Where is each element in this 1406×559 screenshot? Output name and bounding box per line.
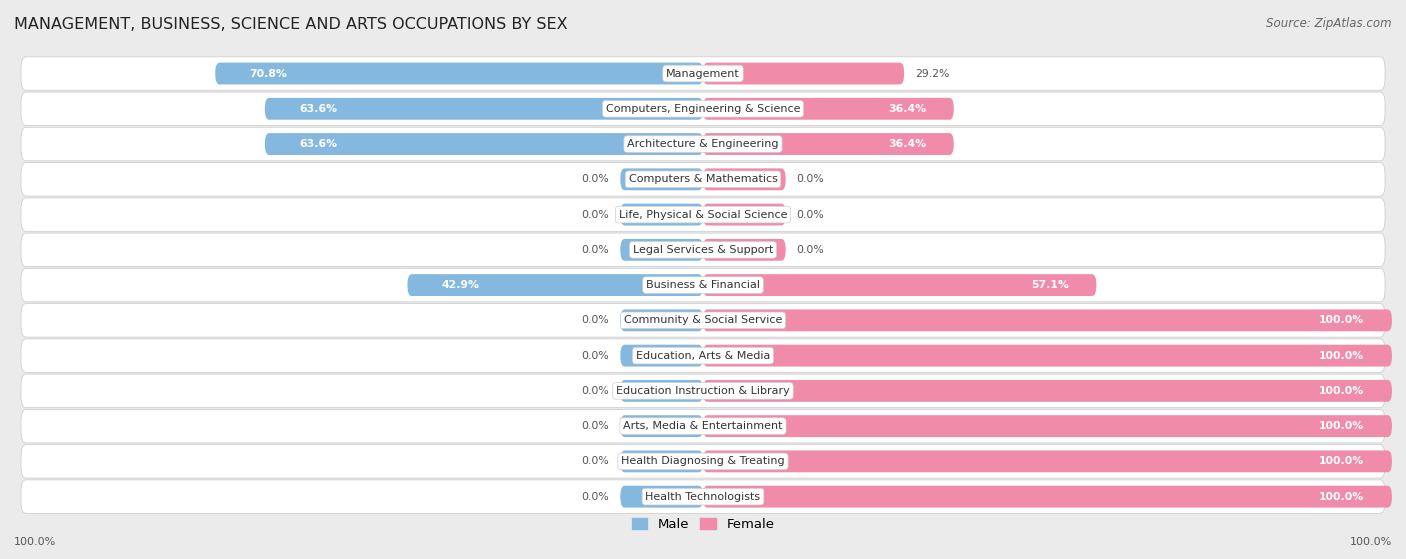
FancyBboxPatch shape (21, 57, 1385, 90)
Text: 0.0%: 0.0% (582, 492, 609, 501)
Text: 0.0%: 0.0% (582, 350, 609, 361)
FancyBboxPatch shape (620, 168, 703, 190)
Text: Health Technologists: Health Technologists (645, 492, 761, 501)
Text: Legal Services & Support: Legal Services & Support (633, 245, 773, 255)
Text: Health Diagnosing & Treating: Health Diagnosing & Treating (621, 456, 785, 466)
FancyBboxPatch shape (21, 127, 1385, 161)
FancyBboxPatch shape (21, 268, 1385, 302)
FancyBboxPatch shape (703, 345, 1392, 367)
Text: 0.0%: 0.0% (582, 315, 609, 325)
Text: Community & Social Service: Community & Social Service (624, 315, 782, 325)
Text: Life, Physical & Social Science: Life, Physical & Social Science (619, 210, 787, 220)
FancyBboxPatch shape (703, 274, 1097, 296)
FancyBboxPatch shape (703, 451, 1392, 472)
Text: Architecture & Engineering: Architecture & Engineering (627, 139, 779, 149)
FancyBboxPatch shape (620, 310, 703, 331)
FancyBboxPatch shape (703, 168, 786, 190)
FancyBboxPatch shape (21, 444, 1385, 478)
Text: Arts, Media & Entertainment: Arts, Media & Entertainment (623, 421, 783, 431)
FancyBboxPatch shape (703, 133, 953, 155)
FancyBboxPatch shape (620, 203, 703, 225)
FancyBboxPatch shape (21, 304, 1385, 337)
FancyBboxPatch shape (620, 345, 703, 367)
Text: Education Instruction & Library: Education Instruction & Library (616, 386, 790, 396)
Text: 63.6%: 63.6% (299, 104, 337, 114)
FancyBboxPatch shape (21, 374, 1385, 408)
FancyBboxPatch shape (703, 380, 1392, 402)
Text: 0.0%: 0.0% (797, 210, 824, 220)
Text: 0.0%: 0.0% (797, 245, 824, 255)
Text: 100.0%: 100.0% (14, 537, 56, 547)
Legend: Male, Female: Male, Female (627, 514, 779, 535)
FancyBboxPatch shape (703, 63, 904, 84)
FancyBboxPatch shape (21, 233, 1385, 267)
Text: 100.0%: 100.0% (1319, 492, 1364, 501)
Text: 100.0%: 100.0% (1350, 537, 1392, 547)
FancyBboxPatch shape (620, 380, 703, 402)
FancyBboxPatch shape (620, 486, 703, 508)
Text: 0.0%: 0.0% (582, 386, 609, 396)
FancyBboxPatch shape (620, 451, 703, 472)
Text: Education, Arts & Media: Education, Arts & Media (636, 350, 770, 361)
FancyBboxPatch shape (21, 163, 1385, 196)
FancyBboxPatch shape (703, 203, 786, 225)
Text: Management: Management (666, 69, 740, 78)
FancyBboxPatch shape (215, 63, 703, 84)
Text: Business & Financial: Business & Financial (645, 280, 761, 290)
Text: 0.0%: 0.0% (582, 174, 609, 184)
FancyBboxPatch shape (264, 98, 703, 120)
FancyBboxPatch shape (703, 310, 1392, 331)
Text: 36.4%: 36.4% (889, 139, 927, 149)
FancyBboxPatch shape (620, 239, 703, 260)
FancyBboxPatch shape (21, 480, 1385, 513)
Text: 100.0%: 100.0% (1319, 421, 1364, 431)
Text: 0.0%: 0.0% (582, 210, 609, 220)
Text: 0.0%: 0.0% (582, 421, 609, 431)
FancyBboxPatch shape (21, 198, 1385, 231)
Text: 63.6%: 63.6% (299, 139, 337, 149)
Text: Computers & Mathematics: Computers & Mathematics (628, 174, 778, 184)
Text: Source: ZipAtlas.com: Source: ZipAtlas.com (1267, 17, 1392, 30)
Text: 57.1%: 57.1% (1031, 280, 1069, 290)
Text: 100.0%: 100.0% (1319, 386, 1364, 396)
FancyBboxPatch shape (408, 274, 703, 296)
Text: Computers, Engineering & Science: Computers, Engineering & Science (606, 104, 800, 114)
FancyBboxPatch shape (703, 98, 953, 120)
FancyBboxPatch shape (703, 415, 1392, 437)
FancyBboxPatch shape (703, 486, 1392, 508)
Text: 0.0%: 0.0% (797, 174, 824, 184)
Text: 70.8%: 70.8% (250, 69, 288, 78)
Text: 100.0%: 100.0% (1319, 350, 1364, 361)
Text: 100.0%: 100.0% (1319, 315, 1364, 325)
Text: 36.4%: 36.4% (889, 104, 927, 114)
FancyBboxPatch shape (620, 415, 703, 437)
Text: 0.0%: 0.0% (582, 456, 609, 466)
FancyBboxPatch shape (21, 92, 1385, 126)
Text: 29.2%: 29.2% (915, 69, 949, 78)
Text: 42.9%: 42.9% (441, 280, 479, 290)
FancyBboxPatch shape (264, 133, 703, 155)
FancyBboxPatch shape (21, 339, 1385, 372)
Text: 0.0%: 0.0% (582, 245, 609, 255)
Text: 100.0%: 100.0% (1319, 456, 1364, 466)
Text: MANAGEMENT, BUSINESS, SCIENCE AND ARTS OCCUPATIONS BY SEX: MANAGEMENT, BUSINESS, SCIENCE AND ARTS O… (14, 17, 568, 32)
FancyBboxPatch shape (21, 409, 1385, 443)
FancyBboxPatch shape (703, 239, 786, 260)
